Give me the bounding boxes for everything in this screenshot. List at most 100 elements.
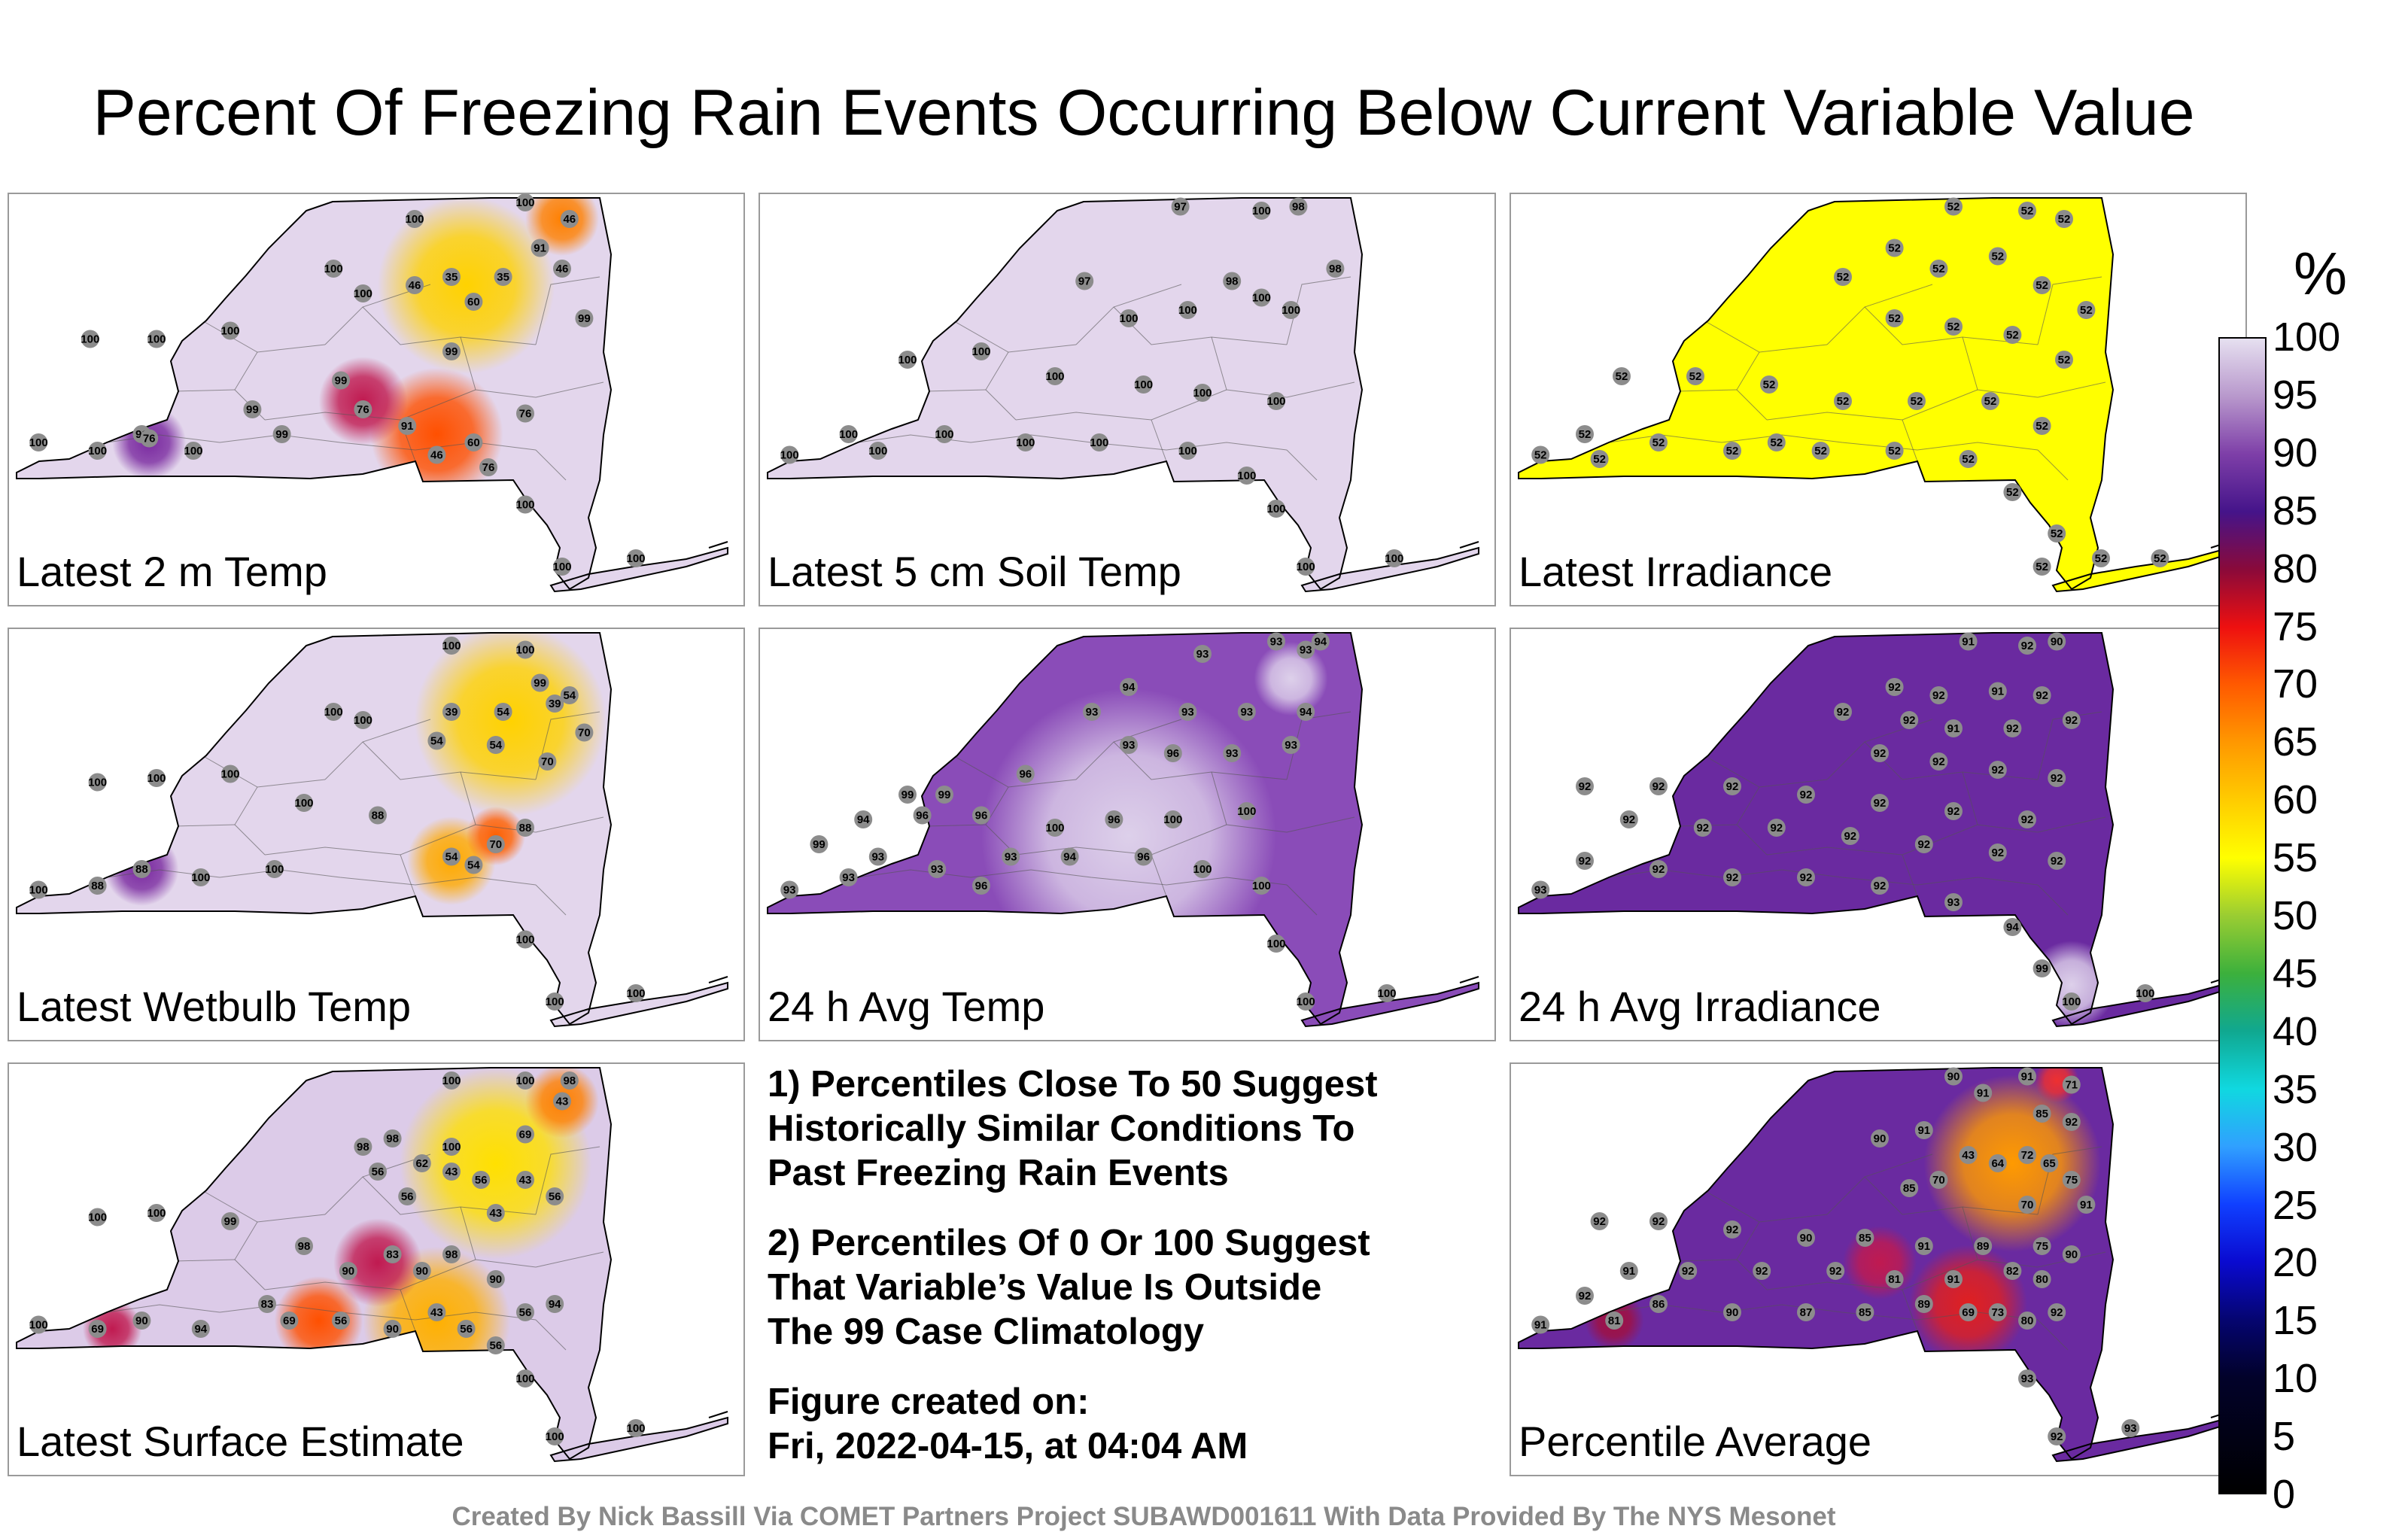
station-marker: 92	[1797, 786, 1815, 804]
station-marker: 69	[1959, 1303, 1978, 1321]
ny-map: 91 92 90 92 92 91 92 92 92 91 92 92 92 92 92 92 92 92 92 92…	[1518, 632, 2230, 1028]
station-value: 91	[1962, 636, 1975, 649]
station-marker: 93	[1282, 736, 1300, 754]
station-value: 90	[1874, 1132, 1887, 1145]
station-value: 100	[1178, 445, 1197, 457]
station-value: 54	[489, 739, 502, 752]
station-marker: 52	[1981, 392, 1999, 410]
station-marker: 52	[1723, 442, 1741, 460]
station-marker: 91	[1944, 1270, 1963, 1288]
station-marker: 92	[1576, 852, 1594, 870]
colorbar-tick-label: 75	[2273, 603, 2318, 649]
map-panel-soil-temp: 97 100 98 97 100 100 98 100 100 98 100 100 100 100 100…	[759, 193, 1496, 606]
station-marker: 100	[515, 194, 535, 211]
station-value: 52	[1837, 395, 1850, 408]
station-marker: 100	[147, 769, 166, 787]
station-value: 76	[519, 408, 532, 421]
station-marker: 100	[1237, 467, 1256, 485]
station-value: 70	[1932, 1174, 1945, 1187]
station-value: 100	[2062, 995, 2081, 1008]
station-value: 54	[445, 851, 458, 864]
colorbar-tick-label: 5	[2273, 1414, 2296, 1460]
station-marker: 52	[1885, 309, 1904, 327]
created-date: Fri, 2022-04-15, at 04:04 AM	[768, 1426, 1248, 1467]
station-marker: 52	[2048, 524, 2066, 543]
station-marker: 90	[339, 1262, 357, 1280]
station-marker: 91	[531, 239, 549, 257]
station-marker: 99	[2033, 959, 2051, 977]
percentile-hotspot	[2027, 941, 2116, 1026]
station-marker: 92	[1871, 744, 1889, 762]
station-marker: 92	[1753, 1262, 1771, 1280]
station-value: 100	[626, 1422, 645, 1435]
station-marker: 96	[1016, 764, 1035, 783]
colorbar-tick-label: 55	[2273, 835, 2318, 881]
station-marker: 91	[1974, 1084, 1993, 1102]
station-marker: 94	[1120, 678, 1138, 696]
station-marker: 90	[1723, 1303, 1741, 1321]
station-marker: 100	[1385, 549, 1403, 567]
station-marker: 100	[1252, 877, 1271, 895]
station-marker: 93	[1531, 880, 1550, 899]
station-marker: 76	[516, 404, 534, 423]
station-marker: 52	[1649, 433, 1668, 451]
station-marker: 88	[516, 819, 534, 837]
station-value: 94	[194, 1323, 207, 1336]
station-marker: 100	[626, 1419, 646, 1437]
station-value: 91	[1947, 1273, 1960, 1286]
station-marker: 100	[1016, 433, 1035, 451]
station-value: 100	[354, 287, 372, 300]
station-value: 92	[2065, 714, 2078, 727]
station-value: 100	[1377, 987, 1396, 1000]
station-value: 43	[445, 1166, 458, 1178]
colorbar-tick-label: 60	[2273, 777, 2318, 823]
map-panel-percentile-average: 90 91 71 91 85 92 90 91 43 64 72 65 75 70 85 70 91 92 92 92…	[1510, 1062, 2247, 1476]
station-value: 92	[2021, 640, 2034, 652]
station-marker: 39	[546, 695, 564, 713]
station-marker: 92	[1723, 777, 1741, 795]
station-value: 92	[1622, 813, 1635, 826]
station-value: 98	[386, 1132, 399, 1145]
colorbar-tick-label: 45	[2273, 950, 2318, 996]
station-marker: 91	[398, 417, 417, 435]
panel-label: Latest Surface Estimate	[17, 1418, 464, 1465]
station-value: 100	[515, 499, 534, 512]
station-marker: 52	[2003, 483, 2022, 501]
station-value: 92	[1696, 822, 1709, 834]
station-value: 92	[1726, 871, 1739, 884]
station-marker: 91	[2077, 1196, 2096, 1214]
station-value: 90	[489, 1273, 502, 1286]
station-marker: 92	[2018, 637, 2036, 655]
station-marker: 100	[515, 640, 535, 659]
station-value: 100	[515, 1074, 534, 1087]
station-marker: 92	[1649, 860, 1668, 878]
station-value: 93	[1123, 739, 1136, 752]
station-marker: 100	[220, 321, 240, 340]
colorbar-tick-label: 10	[2273, 1356, 2318, 1402]
station-marker: 93	[1178, 703, 1197, 721]
station-marker: 100	[1377, 984, 1397, 1002]
station-value: 52	[2036, 279, 2048, 292]
station-value: 89	[1977, 1240, 1990, 1253]
station-marker: 35	[442, 268, 461, 286]
station-marker: 70	[1929, 1171, 1948, 1189]
station-marker: 96	[972, 806, 990, 825]
station-value: 100	[294, 797, 313, 810]
station-value: 75	[2036, 1240, 2048, 1253]
station-marker: 92	[2062, 711, 2081, 729]
station-value: 100	[147, 333, 166, 346]
station-marker: 92	[2048, 769, 2066, 787]
station-value: 94	[1300, 706, 1312, 719]
station-marker: 56	[369, 1163, 387, 1181]
station-value: 52	[1911, 395, 1923, 408]
station-marker: 100	[29, 433, 48, 451]
station-value: 73	[1991, 1306, 2004, 1319]
station-marker: 60	[464, 293, 483, 311]
station-marker: 100	[868, 442, 887, 460]
colorbar-tick-label: 40	[2273, 1008, 2318, 1054]
station-value: 91	[2021, 1071, 2034, 1084]
station-marker: 52	[2055, 351, 2073, 369]
station-value: 100	[324, 706, 343, 719]
station-marker: 100	[1045, 367, 1065, 385]
station-value: 88	[135, 863, 148, 876]
